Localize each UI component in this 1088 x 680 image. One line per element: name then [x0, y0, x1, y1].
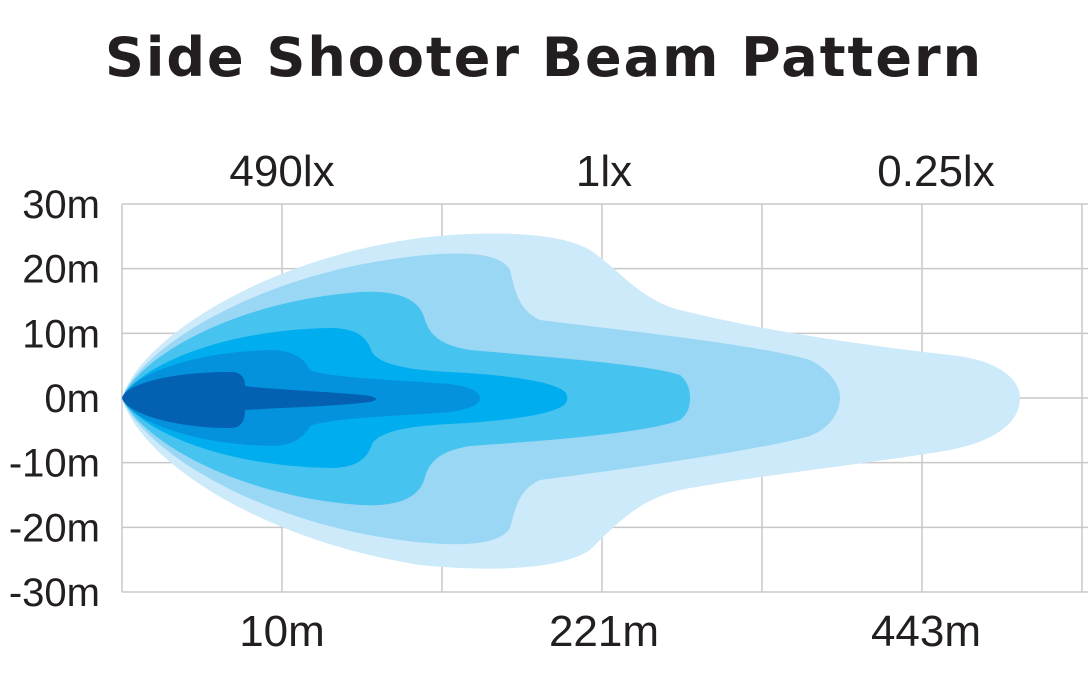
y-tick-label: -20m [9, 506, 100, 550]
lux-label: 490lx [229, 147, 334, 196]
y-tick-label: 0m [44, 377, 100, 421]
y-tick-label: 20m [22, 248, 100, 292]
beam-zones [122, 233, 1020, 569]
y-tick-label: 30m [22, 183, 100, 227]
lux-label: 1lx [576, 147, 632, 196]
y-tick-label: -10m [9, 442, 100, 486]
lux-label: 0.25lx [877, 147, 994, 196]
tick-labels: 30m 20m 10m 0m -10m -20m -30m 10m 221m 443m 490lx 1… [9, 147, 995, 656]
x-tick-label: 221m [549, 607, 659, 656]
y-tick-label: -30m [9, 571, 100, 615]
x-tick-label: 10m [239, 607, 325, 656]
chart-title: Side Shooter Beam Pattern [104, 26, 984, 89]
x-tick-label: 443m [871, 607, 981, 656]
beam-zone-6 [122, 372, 376, 428]
y-tick-label: 10m [22, 312, 100, 356]
